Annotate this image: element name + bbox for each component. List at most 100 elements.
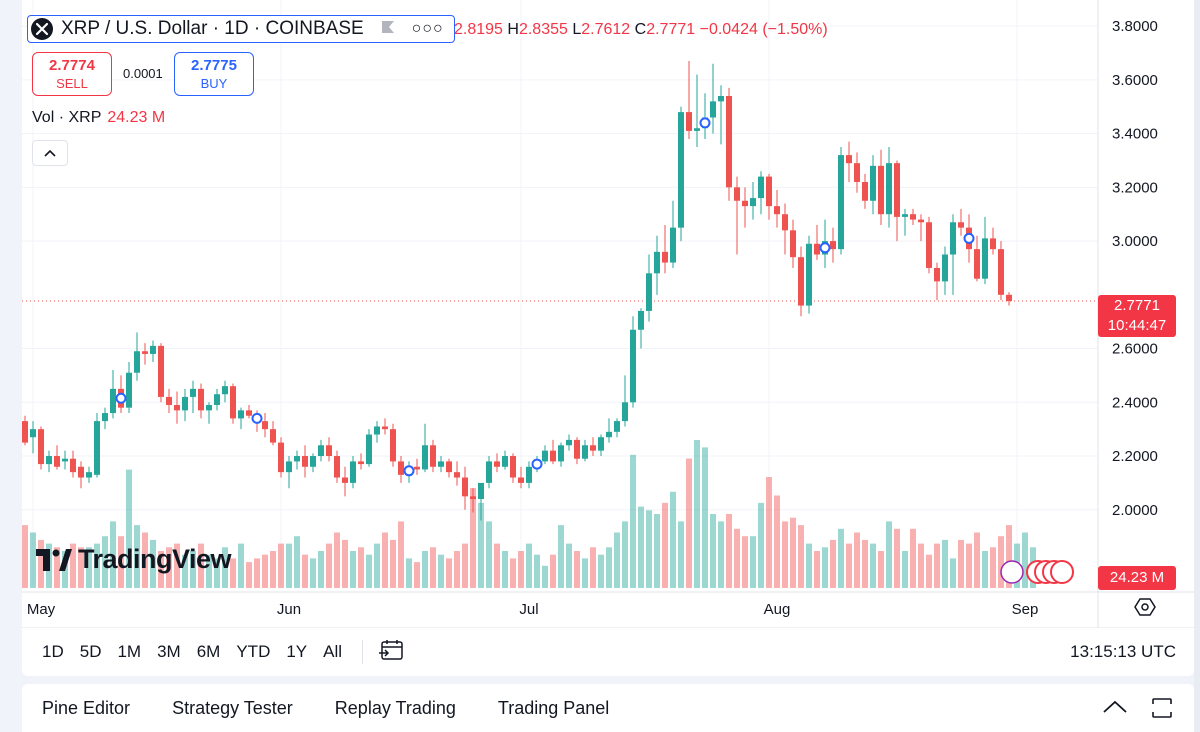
candle-body — [830, 241, 836, 250]
tab-pine-editor[interactable]: Pine Editor — [42, 697, 131, 718]
volume-bar — [406, 558, 412, 588]
volume-bar — [422, 551, 428, 588]
candle-body — [126, 372, 132, 408]
event-marker-icon — [403, 465, 415, 477]
candle-body — [750, 198, 756, 207]
go-to-date-icon[interactable] — [379, 638, 405, 667]
chart-settings-icon[interactable] — [1134, 596, 1156, 623]
candle-body — [990, 238, 996, 250]
candle-body — [54, 456, 60, 467]
volume-legend-label: Vol · XRP — [32, 109, 102, 126]
volume-bar — [390, 539, 396, 588]
volume-legend[interactable]: Vol · XRP 24.23 M — [32, 109, 165, 127]
tab-replay-trading[interactable]: Replay Trading — [334, 697, 456, 718]
candle-body — [694, 128, 700, 131]
tab-strategy-tester[interactable]: Strategy Tester — [172, 697, 293, 718]
candle-body — [902, 214, 908, 217]
volume-bar — [206, 554, 212, 588]
candle-body — [734, 187, 740, 201]
volume-bar — [414, 562, 420, 588]
candle-body — [486, 461, 492, 483]
range-5d-button[interactable]: 5D — [79, 642, 102, 661]
maximize-icon[interactable] — [1150, 696, 1174, 720]
candle-body — [606, 431, 612, 438]
range-1d-button[interactable]: 1D — [42, 642, 64, 661]
tradingview-logo[interactable]: TradingView — [36, 544, 232, 575]
volume-bar — [550, 554, 556, 588]
volume-bar — [526, 543, 532, 588]
candle-body — [950, 222, 956, 255]
sell-button[interactable]: 2.7774 SELL — [32, 52, 112, 96]
x-tick-label: Jul — [519, 601, 538, 618]
range-toolbar: 1D 5D 1M 3M 6M YTD 1Y All 13:15:13 UTC — [22, 628, 1194, 676]
utc-clock[interactable]: 13:15:13 UTC — [1070, 642, 1176, 661]
range-1y-button[interactable]: 1Y — [286, 642, 308, 661]
volume-bar — [614, 532, 620, 588]
candle-body — [78, 466, 84, 478]
volume-bar — [174, 543, 180, 588]
candle-body — [462, 477, 468, 497]
symbol-legend[interactable]: XRP / U.S. Dollar · 1D · COINBASE ○○○ — [27, 15, 455, 43]
range-ytd-button[interactable]: YTD — [236, 642, 271, 661]
volume-bar — [822, 547, 828, 588]
volume-bar — [582, 558, 588, 588]
range-1m-button[interactable]: 1M — [117, 642, 142, 661]
volume-bar — [302, 554, 308, 588]
tab-trading-panel[interactable]: Trading Panel — [497, 697, 610, 718]
volume-bar — [334, 532, 340, 588]
flag-icon[interactable] — [380, 19, 396, 40]
tradingview-logo-icon — [36, 548, 72, 571]
candle-body — [270, 429, 276, 443]
bar-countdown: 10:44:47 — [1107, 317, 1167, 334]
high-value: 2.8355 — [518, 21, 568, 38]
candle-body — [678, 112, 684, 228]
volume-bar — [830, 539, 836, 588]
candle-body — [94, 421, 100, 475]
range-3m-button[interactable]: 3M — [157, 642, 181, 661]
spread-value: 0.0001 — [123, 66, 163, 81]
volume-bar — [222, 547, 228, 588]
volume-bar — [470, 488, 476, 588]
volume-bar — [134, 525, 140, 588]
chevron-up-icon[interactable] — [1102, 696, 1128, 720]
volume-bar — [662, 502, 668, 588]
window-scrollbar[interactable] — [1194, 0, 1200, 732]
candle-body — [934, 267, 940, 282]
volume-bar — [854, 532, 860, 588]
volume-bar — [54, 547, 60, 588]
y-tick-label: 2.0000 — [1112, 502, 1158, 519]
x-tick-label: Aug — [764, 601, 791, 618]
volume-bar — [166, 547, 172, 588]
y-tick-label: 3.0000 — [1112, 233, 1158, 250]
symbol-title[interactable]: XRP / U.S. Dollar · 1D · COINBASE — [61, 18, 364, 39]
y-tick-label: 3.8000 — [1112, 18, 1158, 35]
buy-button[interactable]: 2.7775 BUY — [174, 52, 254, 96]
volume-bar — [350, 551, 356, 588]
volume-bar — [958, 539, 964, 588]
candle-body — [918, 219, 924, 223]
candle-body — [334, 456, 340, 478]
volume-bar — [382, 532, 388, 588]
volume-bar — [454, 551, 460, 588]
candle-body — [982, 238, 988, 279]
range-all-button[interactable]: All — [323, 642, 343, 661]
candle-body — [30, 429, 36, 438]
volume-bar — [78, 547, 84, 588]
candle-body — [670, 227, 676, 263]
candle-body — [470, 496, 476, 500]
candle-body — [686, 112, 692, 131]
range-6m-button[interactable]: 6M — [196, 642, 221, 661]
volume-bar — [198, 543, 204, 588]
candle-body — [382, 426, 388, 430]
candle-body — [142, 351, 148, 354]
candle-body — [238, 410, 244, 419]
volume-bar — [710, 514, 716, 588]
more-dots-icon[interactable]: ○○○ — [411, 20, 444, 37]
volume-bar — [902, 551, 908, 588]
candle-body — [38, 429, 44, 465]
candlestick-chart[interactable]: 3.8000 3.6000 3.4000 3.2000 3.0000 2.6000 2.40… — [22, 0, 1194, 628]
volume-legend-value: 24.23 M — [107, 109, 166, 126]
candle-body — [302, 456, 308, 467]
volume-bar — [894, 528, 900, 588]
collapse-legend-button[interactable] — [32, 140, 68, 166]
